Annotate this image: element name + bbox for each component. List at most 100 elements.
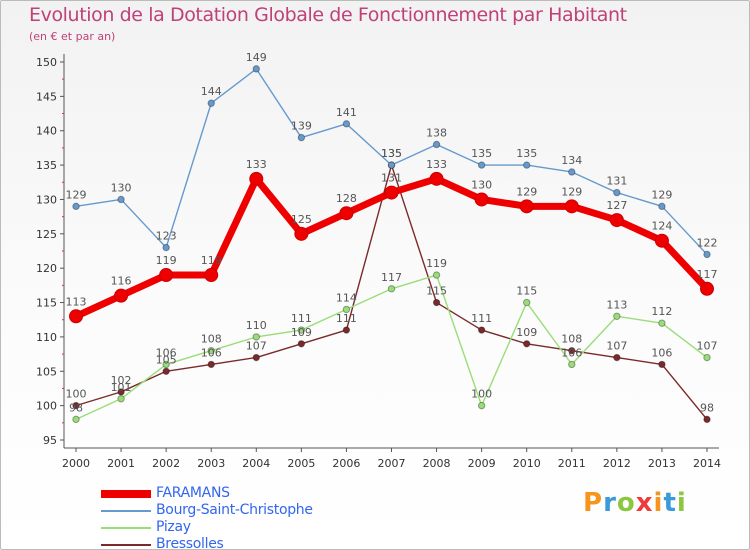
- brand-letter: P: [583, 488, 604, 518]
- data-label: 125: [291, 213, 312, 226]
- legend-label: Bourg-Saint-Christophe: [156, 502, 313, 518]
- data-label: 100: [471, 388, 492, 401]
- data-point: [564, 199, 579, 214]
- data-point: [432, 140, 441, 149]
- data-point: [117, 195, 125, 204]
- data-point: [339, 206, 354, 221]
- chart-subtitle: (en € et par an): [29, 30, 116, 43]
- data-label: 135: [471, 147, 492, 160]
- data-point: [523, 340, 531, 348]
- data-label: 109: [516, 326, 537, 339]
- data-point: [523, 161, 531, 169]
- data-point: [207, 360, 215, 369]
- data-label: 135: [381, 147, 402, 160]
- data-label: 113: [606, 298, 627, 311]
- data-label: 111: [336, 312, 357, 325]
- y-tick-label: 145: [36, 90, 57, 103]
- data-label: 123: [156, 230, 177, 243]
- data-point: [342, 326, 351, 334]
- series-pizay: [72, 271, 711, 424]
- data-point: [658, 319, 666, 327]
- brand-letter: i: [653, 488, 664, 518]
- x-tick-label: 2010: [513, 457, 541, 470]
- brand-letter: t: [663, 488, 677, 518]
- data-label: 117: [697, 268, 718, 281]
- data-point: [703, 353, 711, 362]
- y-tick-label: 110: [36, 331, 57, 344]
- chart-title: Evolution de la Dotation Globale de Fonc…: [29, 4, 627, 26]
- data-label: 106: [651, 346, 672, 359]
- data-point: [703, 415, 711, 424]
- data-label: 110: [246, 319, 267, 332]
- data-label: 119: [156, 254, 177, 267]
- data-point: [117, 388, 125, 396]
- data-point: [568, 346, 576, 355]
- y-tick-label: 120: [36, 262, 57, 275]
- data-label: 130: [471, 178, 492, 191]
- legend-label: Bressolles: [156, 536, 224, 550]
- data-point: [117, 395, 125, 403]
- data-label: 131: [381, 172, 402, 185]
- data-label: 129: [66, 188, 87, 201]
- data-point: [159, 268, 174, 283]
- series-lines: [69, 65, 714, 424]
- y-tick-label: 140: [36, 125, 57, 138]
- data-point: [342, 120, 351, 128]
- data-label: 124: [651, 220, 672, 233]
- data-label: 131: [606, 175, 627, 188]
- data-point: [69, 309, 83, 324]
- data-label: 98: [69, 401, 83, 414]
- y-tick-label: 95: [43, 434, 57, 447]
- data-point: [477, 161, 486, 169]
- data-point: [342, 305, 351, 314]
- data-point: [207, 99, 215, 107]
- x-tick-label: 2001: [107, 457, 135, 470]
- legend-swatch: [101, 510, 151, 512]
- data-label: 111: [291, 312, 312, 325]
- data-point: [72, 415, 80, 424]
- data-label: 127: [606, 199, 627, 212]
- x-tick-label: 2004: [242, 457, 270, 470]
- y-tick-label: 100: [36, 400, 57, 413]
- data-label: 105: [156, 353, 177, 366]
- data-label: 135: [516, 147, 537, 160]
- y-tick-label: 105: [36, 365, 57, 378]
- x-tick-label: 2005: [287, 457, 315, 470]
- data-point: [477, 401, 486, 410]
- data-point: [429, 171, 444, 186]
- data-point: [658, 202, 666, 211]
- data-label: 122: [697, 236, 718, 249]
- brand-letter: o: [616, 488, 636, 518]
- data-label: 133: [426, 158, 447, 171]
- data-label: 129: [516, 185, 537, 198]
- data-point: [249, 171, 264, 186]
- data-point: [384, 185, 399, 200]
- x-tick-label: 2006: [332, 457, 360, 470]
- y-tick-label: 135: [36, 159, 57, 172]
- data-point: [252, 333, 260, 341]
- data-point: [297, 340, 306, 348]
- data-point: [387, 285, 396, 293]
- data-label: 113: [66, 295, 87, 308]
- data-label: 106: [156, 346, 177, 359]
- data-label: 141: [336, 106, 357, 119]
- data-point: [519, 199, 534, 214]
- data-label: 109: [291, 326, 312, 339]
- legend-swatch: [101, 527, 151, 529]
- data-label: 107: [246, 340, 267, 353]
- data-labels: 113 116 119 119 133 125 128 131 133 130 129 129 127 1…: [66, 51, 718, 415]
- data-label: 107: [697, 340, 718, 353]
- data-point: [252, 353, 260, 362]
- series-bourg-saint-christophe: [72, 65, 711, 259]
- data-label: 128: [336, 192, 357, 205]
- data-label: 135: [381, 147, 402, 160]
- x-tick-label: 2009: [468, 457, 496, 470]
- data-label: 101: [111, 381, 132, 394]
- data-label: 138: [426, 126, 447, 139]
- data-point: [613, 312, 621, 320]
- x-tick-label: 2011: [558, 457, 586, 470]
- data-point: [72, 401, 80, 410]
- data-label: 149: [246, 51, 267, 64]
